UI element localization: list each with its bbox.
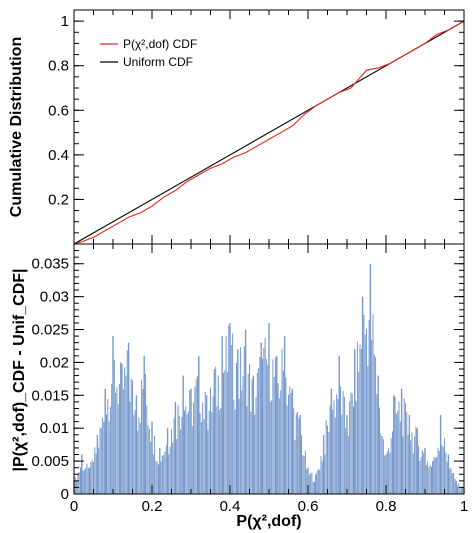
cdf-legend: P(χ²,dof) CDF Uniform CDF: [100, 37, 197, 69]
difference-bars-group: [73, 263, 465, 494]
cdf-panel: 0.2 0.4 0.6 0.8 1 Cumulative Distribution P(…: [8, 9, 465, 245]
x-tick-label: 0.8: [376, 498, 397, 515]
cdf-series-group: [73, 20, 465, 245]
difference-y-tick-label: 0.025: [31, 322, 69, 339]
difference-y-tick-label: 0.03: [40, 289, 69, 306]
legend-label-cdf: P(χ²,dof) CDF: [123, 37, 197, 51]
difference-panel: 0 0.2 0.4 0.6 0.8 1 0 0.005 0.01 0.015 0.02 0.025 0.…: [11, 243, 468, 530]
cdf-y-tick-label: 0.6: [48, 102, 69, 119]
legend-label-uniform: Uniform CDF: [123, 55, 193, 69]
x-tick-label: 0.4: [220, 498, 241, 515]
difference-ticks: 0 0.2 0.4 0.6 0.8 1 0 0.005 0.01 0.015 0.02 0.025 0.…: [31, 244, 468, 515]
cdf-y-tick-label: 1: [61, 13, 69, 30]
x-tick-label: 1: [460, 498, 468, 515]
difference-y-tick-label: 0: [61, 486, 69, 503]
difference-y-tick-label: 0.015: [31, 387, 69, 404]
difference-y-tick-label: 0.02: [40, 354, 69, 371]
cdf-y-axis-title: Cumulative Distribution: [8, 37, 25, 217]
difference-y-tick-label: 0.005: [31, 453, 69, 470]
difference-y-tick-label: 0.01: [40, 420, 69, 437]
x-tick-label: 0: [70, 498, 78, 515]
measured-cdf-line: [73, 20, 465, 245]
difference-y-axis-title: |P(χ²,dof)_CDF - Unif_CDF|: [11, 268, 28, 471]
x-axis-title: P(χ²,dof): [236, 513, 301, 530]
difference-y-tick-label: 0.035: [31, 256, 69, 273]
cdf-y-tick-label: 0.2: [48, 191, 69, 208]
cdf-y-tick-label: 0.4: [48, 147, 69, 164]
cdf-y-tick-label: 0.8: [48, 58, 69, 75]
x-tick-label: 0.6: [298, 498, 319, 515]
x-tick-label: 0.2: [142, 498, 163, 515]
cdf-ticks: 0.2 0.4 0.6 0.8 1: [48, 10, 465, 244]
